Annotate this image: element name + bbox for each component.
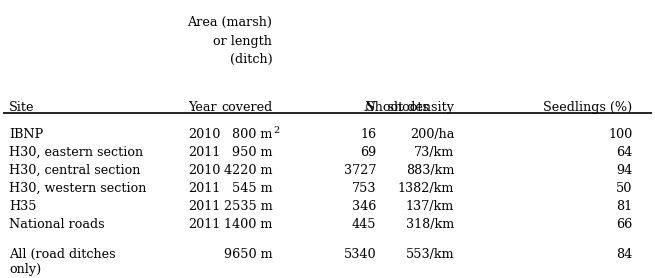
Text: 16: 16 — [360, 128, 376, 141]
Text: 2010: 2010 — [188, 128, 220, 141]
Text: 1400 m: 1400 m — [224, 218, 272, 231]
Text: 445: 445 — [352, 218, 376, 231]
Text: IBNP: IBNP — [9, 128, 43, 141]
Text: Seedlings (%): Seedlings (%) — [544, 101, 633, 114]
Text: 66: 66 — [616, 218, 633, 231]
Text: 200/ha: 200/ha — [410, 128, 454, 141]
Text: 4220 m: 4220 m — [224, 164, 272, 177]
Text: 69: 69 — [360, 146, 376, 159]
Text: 2010: 2010 — [188, 164, 220, 177]
Text: 64: 64 — [616, 146, 633, 159]
Text: 2011: 2011 — [188, 146, 220, 159]
Text: 2535 m: 2535 m — [223, 200, 272, 213]
Text: N: N — [362, 101, 375, 114]
Text: 318/km: 318/km — [406, 218, 454, 231]
Text: covered: covered — [221, 101, 272, 114]
Text: National roads: National roads — [9, 218, 105, 231]
Text: 2011: 2011 — [188, 200, 220, 213]
Text: 137/km: 137/km — [406, 200, 454, 213]
Text: 73/km: 73/km — [414, 146, 454, 159]
Text: 883/km: 883/km — [405, 164, 454, 177]
Text: 2: 2 — [273, 126, 279, 135]
Text: 800 m: 800 m — [232, 128, 272, 141]
Text: H30, central section: H30, central section — [9, 164, 141, 177]
Text: 94: 94 — [616, 164, 633, 177]
Text: 84: 84 — [616, 248, 633, 261]
Text: 1382/km: 1382/km — [398, 182, 454, 195]
Text: 3727: 3727 — [344, 164, 376, 177]
Text: All (road ditches
only): All (road ditches only) — [9, 248, 116, 276]
Text: 950 m: 950 m — [232, 146, 272, 159]
Text: 553/km: 553/km — [405, 248, 454, 261]
Text: H30, western section: H30, western section — [9, 182, 147, 195]
Text: (ditch): (ditch) — [229, 53, 272, 66]
Text: or length: or length — [214, 35, 272, 48]
Text: H30, eastern section: H30, eastern section — [9, 146, 143, 159]
Text: 2011: 2011 — [188, 218, 220, 231]
Text: 545 m: 545 m — [232, 182, 272, 195]
Text: 50: 50 — [616, 182, 633, 195]
Text: 81: 81 — [616, 200, 633, 213]
Text: 346: 346 — [352, 200, 376, 213]
Text: 100: 100 — [608, 128, 633, 141]
Text: Shoot density: Shoot density — [366, 101, 454, 114]
Text: 5340: 5340 — [344, 248, 376, 261]
Text: Year: Year — [188, 101, 217, 114]
Text: 2011: 2011 — [188, 182, 220, 195]
Text: Area (marsh): Area (marsh) — [187, 16, 272, 29]
Text: 9650 m: 9650 m — [223, 248, 272, 261]
Text: H35: H35 — [9, 200, 37, 213]
Text: Site: Site — [9, 101, 35, 114]
Text: shoots: shoots — [375, 101, 428, 114]
Text: 753: 753 — [352, 182, 376, 195]
